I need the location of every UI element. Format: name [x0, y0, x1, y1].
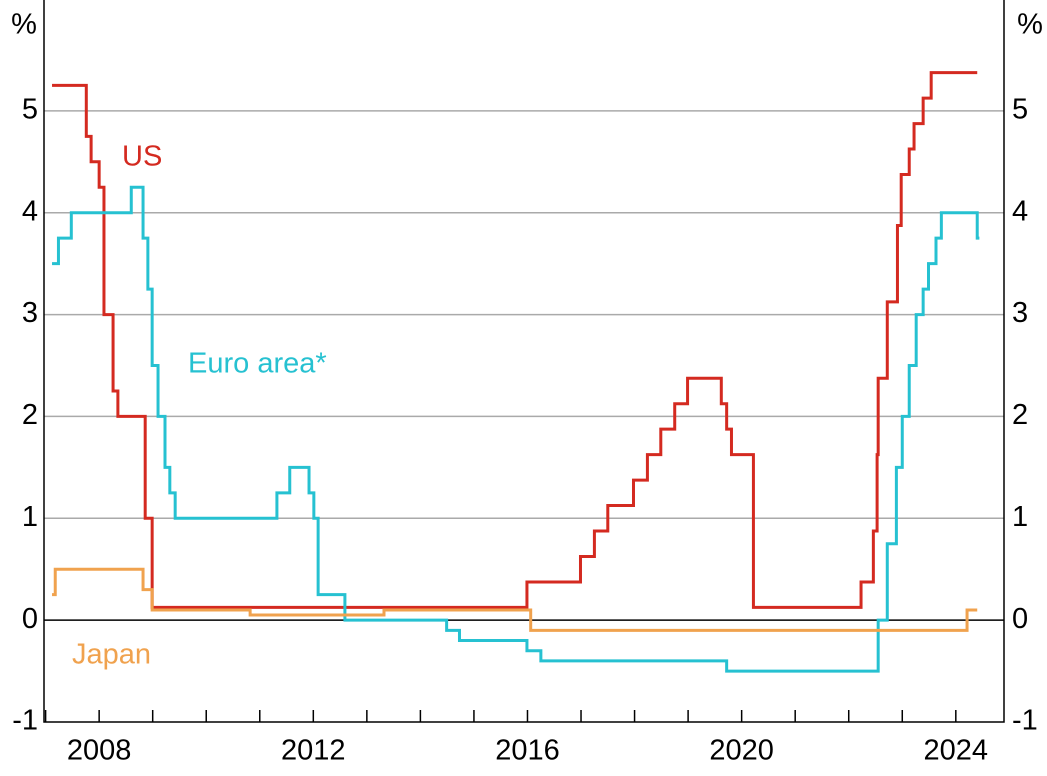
x-tick-label: 2020 [709, 735, 774, 767]
step-line [52, 71, 978, 609]
y-tick-label: 5 [22, 94, 38, 126]
x-tick-label: 2008 [67, 735, 132, 767]
y2-tick-label: 4 [1012, 195, 1028, 227]
y2-tick-label: -1 [1012, 705, 1038, 737]
series-label: Japan [72, 639, 151, 671]
y2-tick-label: 1 [1012, 501, 1028, 533]
y-unit-left: % [11, 9, 37, 41]
y-tick-label: 0 [22, 603, 38, 635]
y-tick-label: -1 [12, 705, 38, 737]
x-tick-label: 2012 [281, 735, 346, 767]
step-line [52, 567, 978, 632]
plot-frame [43, 0, 1005, 723]
x-tick-label: 2024 [924, 735, 989, 767]
y-tick-label: 4 [22, 195, 38, 227]
y2-tick-label: 3 [1012, 297, 1028, 329]
y2-tick-label: 5 [1012, 94, 1028, 126]
x-tick-label: 2016 [495, 735, 560, 767]
series-label: US [122, 141, 162, 173]
y-tick-label: 1 [22, 501, 38, 533]
y-tick-label: 3 [22, 297, 38, 329]
y-unit-right: % [1017, 9, 1043, 41]
series-label: Euro area* [188, 348, 327, 380]
y2-tick-label: 0 [1012, 603, 1028, 635]
y-tick-label: 2 [22, 399, 38, 431]
step-line [52, 185, 980, 673]
y2-tick-label: 2 [1012, 399, 1028, 431]
